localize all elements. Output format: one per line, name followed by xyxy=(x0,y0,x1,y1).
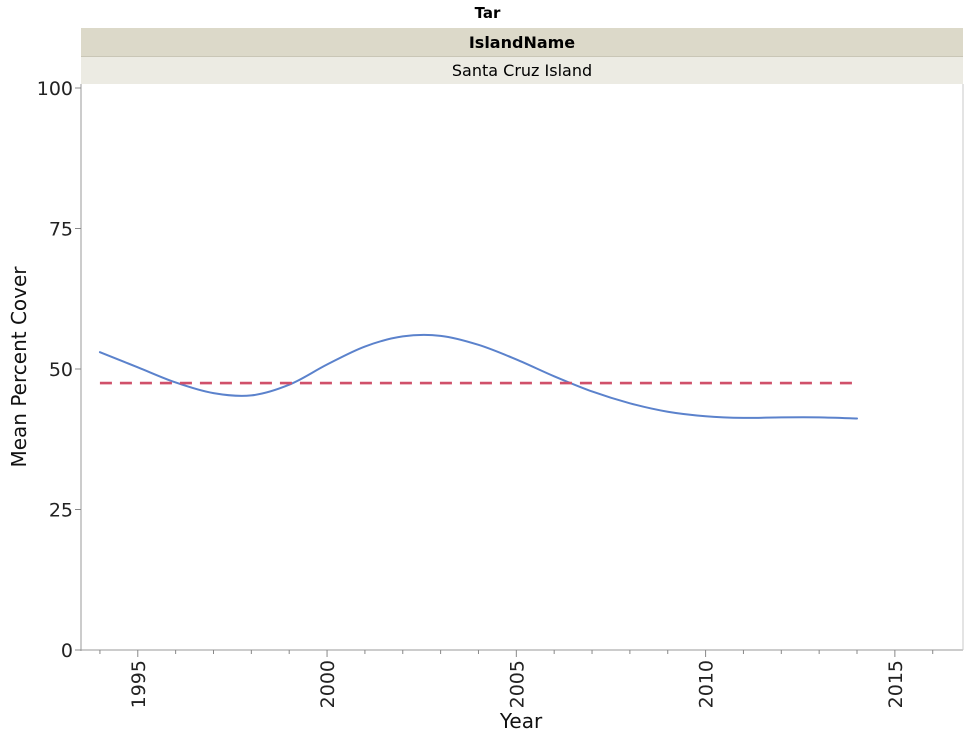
y-tick-label: 100 xyxy=(37,78,73,100)
x-tick-label: 1995 xyxy=(128,660,150,708)
x-tick-label: 2010 xyxy=(696,660,718,708)
y-tick-label: 0 xyxy=(61,640,73,662)
x-axis-label: Year xyxy=(499,709,543,731)
series-line-smoothed xyxy=(98,333,859,420)
x-tick-label: 2000 xyxy=(317,660,339,708)
x-tick-label: 2015 xyxy=(885,660,907,708)
chart-title: Tar xyxy=(474,4,501,22)
x-tick-label: 2005 xyxy=(506,660,528,708)
y-tick-label: 75 xyxy=(49,219,73,241)
y-tick-label: 25 xyxy=(49,500,73,522)
facet-value: Santa Cruz Island xyxy=(81,57,963,84)
y-tick-label: 50 xyxy=(49,359,73,381)
facet-header: IslandName xyxy=(81,28,963,57)
y-axis-label: Mean Percent Cover xyxy=(7,266,31,468)
